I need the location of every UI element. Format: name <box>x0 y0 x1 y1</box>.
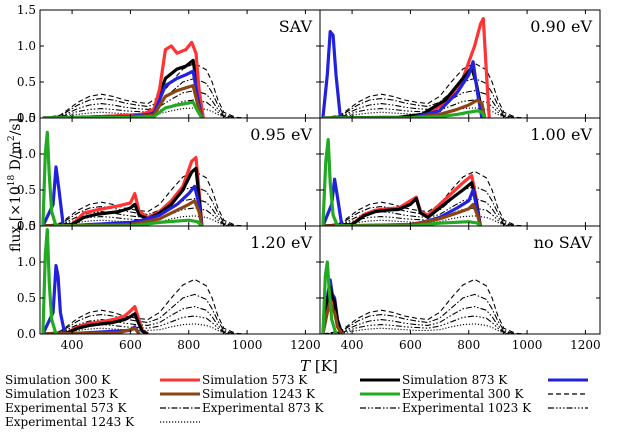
panel-label-2: 0.90 eV <box>530 17 592 36</box>
x-tick-label-4: 1000 <box>512 338 543 352</box>
y-tick-label-2: 0.5 <box>17 183 36 197</box>
y-tick-label-1: 0.0 <box>17 219 36 233</box>
legend-label-9: Experimental 1023 K <box>402 401 532 415</box>
y-tick-label-2: 0.5 <box>17 75 36 89</box>
x-tick-label-3: 800 <box>177 338 200 352</box>
exp-line-2 <box>322 77 516 118</box>
panel-label-5: 1.20 eV <box>250 233 312 252</box>
exp-line-1 <box>42 170 248 226</box>
sim-line-2 <box>42 166 204 226</box>
panel-label-1: SAV <box>279 17 313 36</box>
exp-line-3 <box>42 306 236 334</box>
panel-label-6: no SAV <box>534 233 593 252</box>
sim-line-4 <box>42 326 141 334</box>
panel-6-plot-area <box>321 260 528 334</box>
exp-line-2 <box>42 185 236 226</box>
x-tick-label-2: 600 <box>399 338 422 352</box>
legend-label-10: Experimental 1243 K <box>5 415 135 429</box>
panel-2-plot-area <box>321 17 528 118</box>
y-axis-label: flux [×1018 D/m2/s] <box>7 118 24 252</box>
y-tick-label-4: 1.5 <box>17 3 36 17</box>
exp-line-4 <box>322 315 516 334</box>
legend-label-1: Simulation 300 K <box>5 373 111 387</box>
y-tick-label-1: 0.0 <box>17 327 36 341</box>
panel-4-plot-area <box>321 138 528 226</box>
x-tick-label-3: 800 <box>457 338 480 352</box>
x-tick-label-1: 400 <box>61 338 84 352</box>
exp-line-5 <box>322 323 516 334</box>
sim-line-5 <box>42 100 204 118</box>
sim-line-5 <box>41 228 58 334</box>
sim-line-4 <box>42 199 204 226</box>
sim-line-1 <box>42 156 204 226</box>
panel-3-plot-area <box>41 130 248 226</box>
sim-line-5 <box>41 130 204 226</box>
x-tick-label-2: 600 <box>119 338 142 352</box>
legend: Simulation 300 K Simulation 573 K Simulati… <box>5 373 588 429</box>
sim-line-2 <box>322 181 482 226</box>
panel-label-4: 1.00 eV <box>530 125 592 144</box>
panel-1-plot-area <box>42 40 248 118</box>
exp-line-1 <box>42 62 248 118</box>
sim-line-3 <box>41 165 204 226</box>
exp-line-1 <box>322 170 528 226</box>
legend-label-7: Experimental 573 K <box>5 401 127 415</box>
legend-label-4: Simulation 1023 K <box>5 387 119 401</box>
sim-line-2 <box>42 312 149 334</box>
exp-line-1 <box>322 62 528 118</box>
exp-line-1 <box>322 278 528 334</box>
sim-line-5 <box>321 260 338 334</box>
y-tick-label-4: 1.5 <box>17 111 36 125</box>
legend-label-2: Simulation 573 K <box>202 373 308 387</box>
panels-group: SAV 0.90 eV 0.95 eV 1.00 eV 1.20 eV no SAV <box>39 9 601 335</box>
panel-label-3: 0.95 eV <box>250 125 312 144</box>
x-tick-label-1: 400 <box>341 338 364 352</box>
panel-6-frame <box>319 225 601 335</box>
sim-line-5 <box>321 138 482 226</box>
exp-line-1 <box>42 278 248 334</box>
exp-line-2 <box>42 293 236 334</box>
x-tick-label-5: 1200 <box>290 338 321 352</box>
x-axis-label: T [K] <box>300 357 338 375</box>
legend-label-6: Experimental 300 K <box>402 387 524 401</box>
y-tick-label-3: 1.0 <box>17 255 36 269</box>
sim-line-3 <box>321 30 484 118</box>
exp-line-5 <box>42 323 236 334</box>
sim-line-4 <box>322 202 482 226</box>
legend-label-5: Simulation 1243 K <box>202 387 316 401</box>
y-tick-label-3: 1.0 <box>17 39 36 53</box>
exp-line-2 <box>322 293 516 334</box>
y-tick-label-2: 0.5 <box>17 291 36 305</box>
y-tick-label-1: 0.0 <box>17 111 36 125</box>
legend-label-3: Simulation 873 K <box>402 373 508 387</box>
exp-line-5 <box>322 215 516 226</box>
exp-line-3 <box>322 306 516 334</box>
legend-label-8: Experimental 873 K <box>202 401 324 415</box>
x-tick-label-5: 1200 <box>570 338 601 352</box>
sim-line-2 <box>42 40 205 118</box>
y-tick-label-3: 1.0 <box>17 147 36 161</box>
panel-5-plot-area <box>41 228 248 334</box>
y-tick-label-4: 1.5 <box>17 219 36 233</box>
x-tick-label-4: 1000 <box>232 338 263 352</box>
